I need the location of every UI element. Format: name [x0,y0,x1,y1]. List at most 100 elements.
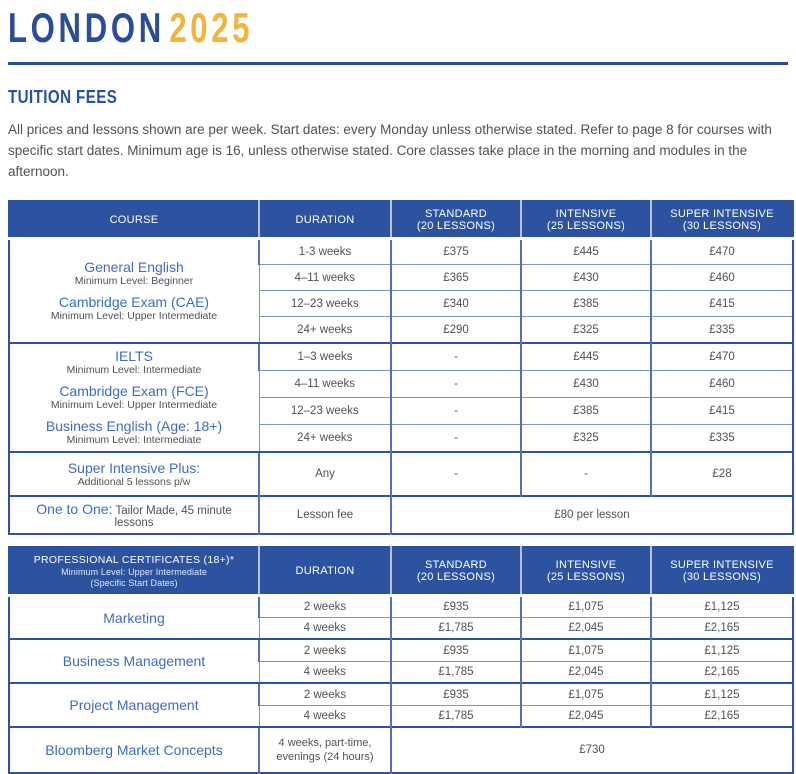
price-cell: - [390,451,522,497]
duration-cell: 12–23 weeks [259,290,392,318]
duration-cell: 2 weeks [258,638,392,662]
course-cell-marketing: Marketing [9,594,260,640]
course-cell-bloomberg: Bloomberg Market Concepts [9,726,260,774]
column-header-super-intensive: SUPER INTENSIVE (30 LESSONS) [650,547,793,597]
column-header-label: INTENSIVE [555,207,617,220]
duration-cell: 4 weeks [259,704,392,728]
course-name: Business English (Age: 18+) [45,418,223,435]
price-cell: - [390,397,522,426]
duration-cell: 2 weeks [258,594,392,618]
price-cell: £730 [390,726,794,774]
column-header-duration: DURATION [258,200,391,241]
table-row: Marketing 2 weeks £935 £1,075 £1,125 [9,594,794,640]
price-cell: £935 [390,638,522,662]
page-title: LONDON 2025 [8,6,585,50]
table-row: 12–23 weeks £340 £385 £415 [9,290,794,318]
price-cell: £1,785 [390,616,522,640]
price-cell: £460 [650,264,794,292]
course-cell-one-to-one: One to One: Tailor Made, 45 minute lesso… [9,495,260,535]
table-row: General English Minimum Level: Beginner … [9,237,794,344]
header-row: COURSE DURATION STANDARD (20 LESSONS) INT… [9,200,793,241]
price-cell: £460 [650,369,794,399]
course-cell-general-english: General English Minimum Level: Beginner … [9,237,260,344]
column-header-label: PROFESSIONAL CERTIFICATES (18+)* [33,554,235,567]
price-cell: £470 [650,237,794,266]
header-divider [8,62,788,65]
course-name: One to One: [36,501,113,518]
duration-cell: Lesson fee [258,495,392,535]
course-level: Minimum Level: Intermediate [66,434,202,447]
course-level: Minimum Level: Upper Intermediate [50,399,218,412]
duration-cell: 12–23 weeks [259,397,392,426]
course-name: General English [84,258,184,275]
duration-cell: 24+ weeks [259,316,392,344]
course-name: Bloomberg Market Concepts [45,742,223,759]
price-cell: £415 [650,397,794,426]
price-cell: £385 [520,290,652,318]
course-name: Cambridge Exam (FCE) [59,382,209,399]
title-city: LONDON [8,4,165,51]
table-row-super-intensive-plus: Super Intensive Plus: Additional 5 lesso… [9,451,794,497]
column-header-label: STANDARD [424,207,488,220]
price-cell: £1,125 [650,638,794,662]
column-header-intensive: INTENSIVE (25 LESSONS) [520,547,651,597]
price-cell: £2,165 [650,704,794,728]
price-cell: £2,045 [520,616,652,640]
price-cell: - [520,451,652,497]
professional-certificates-table: PROFESSIONAL CERTIFICATES (18+)* Minimum… [8,546,794,774]
tuition-fees-table: COURSE DURATION STANDARD (20 LESSONS) INT… [8,199,794,536]
course-level: Minimum Level: Intermediate [66,363,202,376]
price-cell: £1,075 [520,638,652,662]
price-cell: £2,165 [650,660,794,684]
price-cell: £325 [520,424,652,453]
duration-cell: 4–11 weeks [259,369,392,399]
table-row-one-to-one: One to One: Tailor Made, 45 minute lesso… [9,495,794,535]
price-cell: £415 [650,290,794,318]
table-row: 24+ weeks £290 £325 £335 [9,316,794,344]
table-row: IELTS Minimum Level: Intermediate Cambri… [9,341,794,453]
price-cell: £385 [520,397,652,426]
price-cell: £935 [390,682,522,706]
price-cell: £80 per lesson [390,495,794,535]
course-cell-ielts-fce-business: IELTS Minimum Level: Intermediate Cambri… [9,341,260,453]
price-cell: - [390,341,522,371]
course-name: Super Intensive Plus: [67,459,201,476]
column-header-sublabel: (25 LESSONS) [546,571,626,584]
column-header-standard: STANDARD (20 LESSONS) [390,200,521,241]
table-row: Business Management 2 weeks £935 £1,075 … [9,638,794,684]
price-cell: £430 [520,264,652,292]
duration-cell: 4 weeks, part-time, evenings (24 hours) [258,726,392,774]
course-name: Marketing [103,609,165,626]
course-level: Minimum Level: Beginner [74,274,194,287]
tuition-fees-table-header: COURSE DURATION STANDARD (20 LESSONS) INT… [9,200,793,241]
column-header-label: COURSE [109,213,159,226]
price-cell: £1,075 [520,682,652,706]
price-cell: £470 [650,341,794,371]
duration-cell: 1-3 weeks [258,237,392,266]
course-name: Cambridge Exam (CAE) [58,294,210,311]
table-row-bloomberg: Bloomberg Market Concepts 4 weeks, part-… [9,726,794,774]
duration-cell: 4 weeks [259,660,392,684]
price-cell: £2,165 [650,616,794,640]
course-name: Business Management [62,653,206,670]
price-cell: £1,125 [650,682,794,706]
course-name: Project Management [69,697,199,714]
column-header-sublabel: (25 LESSONS) [546,219,626,232]
price-cell: £335 [650,316,794,344]
column-header-super-intensive: SUPER INTENSIVE (30 LESSONS) [650,200,793,241]
column-header-course: COURSE [9,200,259,241]
price-cell: - [390,369,522,399]
column-header-sublabel: (20 LESSONS) [416,571,496,584]
section-title: TUITION FEES [8,87,118,107]
price-cell: £325 [520,316,652,344]
duration-cell: 2 weeks [258,682,392,706]
course-cell-super-intensive-plus: Super Intensive Plus: Additional 5 lesso… [9,451,260,497]
column-header-sublabel: (30 LESSONS) [682,219,762,232]
column-header-label: SUPER INTENSIVE [670,207,774,220]
column-header-label: DURATION [295,565,355,578]
column-header-sublabel: Minimum Level: Upper Intermediate [61,567,207,578]
table-row: 4 weeks £1,785 £2,045 £2,165 [9,704,794,728]
column-header-certificates: PROFESSIONAL CERTIFICATES (18+)* Minimum… [9,547,259,597]
price-cell: £445 [520,341,652,371]
column-header-label: INTENSIVE [555,559,617,572]
